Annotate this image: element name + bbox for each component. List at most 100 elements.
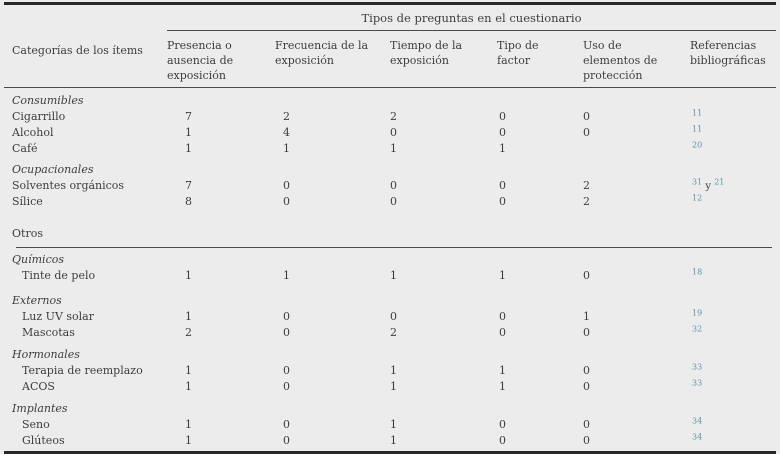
section-label-row: Implantes (12, 401, 776, 417)
row-label: ACOS (22, 380, 55, 393)
cell-value: 0 (390, 126, 397, 139)
table-body: Consumibles Cigarrillo 7 2 2 0 0 11 Alcohol 1 4 0 0 0… (4, 93, 776, 449)
section-label-row: Consumibles (12, 93, 776, 109)
cell-value: 1 (185, 310, 192, 323)
cell-value: 4 (283, 126, 290, 139)
table-top-rule (4, 2, 776, 5)
table-row: Solventes orgánicos 7 0 0 0 2 31 y 21 (12, 178, 776, 194)
cell-value: 0 (283, 418, 290, 431)
table-row: Tinte de pelo 1 1 1 1 0 18 (12, 268, 776, 284)
column-header-uso-proteccion: Uso de elementos de protección (583, 39, 658, 82)
cell-value: 1 (499, 269, 506, 282)
table-row: Mascotas 2 0 2 0 0 32 (12, 325, 776, 341)
cell-value: 0 (583, 110, 590, 123)
ref-link[interactable]: 34 (692, 417, 703, 426)
section-label: Químicos (12, 253, 64, 266)
cell-value: 0 (499, 326, 506, 339)
cell-value: 1 (390, 418, 397, 431)
ref-link[interactable]: 19 (692, 309, 703, 318)
ref-link[interactable]: 20 (692, 141, 703, 150)
cell-value: 1 (499, 380, 506, 393)
cell-value: 0 (390, 195, 397, 208)
ref-link[interactable]: 32 (692, 325, 703, 334)
row-label: Terapia de reemplazo (22, 364, 143, 377)
row-label: Seno (22, 418, 50, 431)
row-label: Mascotas (22, 326, 75, 339)
row-label: Luz UV solar (22, 310, 94, 323)
table-row: Alcohol 1 4 0 0 0 11 (12, 125, 776, 141)
ref-link[interactable]: 21 (714, 178, 725, 187)
ref-link[interactable]: 33 (692, 379, 703, 388)
cell-value: 0 (499, 110, 506, 123)
cell-value: 1 (283, 142, 290, 155)
cell-value: 1 (390, 269, 397, 282)
ref-cell: 31 y 21 (690, 178, 776, 194)
cell-value: 8 (185, 195, 192, 208)
row-label: Tinte de pelo (22, 269, 96, 282)
row-label: Café (12, 142, 38, 155)
ref-link[interactable]: 34 (692, 433, 703, 442)
cell-value: 1 (390, 434, 397, 447)
cell-value: 1 (185, 142, 192, 155)
ref-cell: 33 (690, 379, 776, 395)
cell-value: 2 (185, 326, 192, 339)
section-label: Hormonales (12, 348, 80, 361)
ref-link[interactable]: 11 (692, 109, 703, 118)
table-row: Luz UV solar 1 0 0 0 1 19 (12, 309, 776, 325)
section-divider-rule (16, 247, 772, 248)
cell-value: 0 (499, 126, 506, 139)
column-header-tiempo: Tiempo de la exposición (390, 39, 463, 67)
cell-value: 1 (499, 364, 506, 377)
cell-value: 1 (390, 364, 397, 377)
section-label: Externos (12, 294, 62, 307)
column-header-presencia: Presencia o ausencia de exposición (167, 39, 234, 82)
ref-cell: 34 (690, 433, 776, 449)
cell-value: 1 (185, 380, 192, 393)
ref-link[interactable]: 18 (692, 268, 703, 277)
ref-joiner: y (702, 181, 715, 192)
cell-value: 1 (185, 126, 192, 139)
section-label: Implantes (12, 402, 68, 415)
header-bottom-rule (4, 87, 776, 88)
table-section: Hormonales Terapia de reemplazo 1 0 1 1 0 33 ACO… (12, 347, 776, 395)
cell-value: 1 (185, 269, 192, 282)
row-label: Alcohol (12, 126, 54, 139)
cell-value: 1 (185, 434, 192, 447)
section-label-row: Hormonales (12, 347, 776, 363)
ref-link[interactable]: 12 (692, 194, 703, 203)
cell-value: 1 (185, 418, 192, 431)
section-label-row: Químicos (12, 252, 776, 268)
cell-value: 0 (283, 434, 290, 447)
section-label-row: Externos (12, 293, 776, 309)
cell-value: 0 (283, 179, 290, 192)
ref-cell: 19 (690, 309, 776, 325)
table-row: Sílice 8 0 0 0 2 12 (12, 194, 776, 210)
ref-cell: 33 (690, 363, 776, 379)
cell-value: 0 (499, 418, 506, 431)
ref-cell: 12 (690, 194, 776, 210)
cell-value: 0 (390, 310, 397, 323)
ref-link[interactable]: 33 (692, 363, 703, 372)
cell-value: 1 (499, 142, 506, 155)
row-label: Cigarrillo (12, 110, 66, 123)
section-label: Otros (12, 227, 43, 240)
ref-link[interactable]: 11 (692, 125, 703, 134)
cell-value: 0 (390, 179, 397, 192)
row-label: Glúteos (22, 434, 65, 447)
cell-value: 2 (583, 195, 590, 208)
ref-cell: 11 (690, 125, 776, 141)
cell-value: 0 (583, 434, 590, 447)
cell-value: 0 (499, 310, 506, 323)
section-label-row: Ocupacionales (12, 162, 776, 178)
cell-value: 0 (283, 364, 290, 377)
table-row: Seno 1 0 1 0 0 34 (12, 417, 776, 433)
column-header-tipo-factor: Tipo de factor (497, 39, 539, 67)
cell-value: 2 (390, 326, 397, 339)
ref-cell: 34 (690, 417, 776, 433)
ref-link[interactable]: 31 (692, 178, 703, 187)
cell-value: 0 (583, 326, 590, 339)
cell-value: 0 (583, 269, 590, 282)
cell-value: 1 (390, 142, 397, 155)
cell-value: 0 (283, 195, 290, 208)
